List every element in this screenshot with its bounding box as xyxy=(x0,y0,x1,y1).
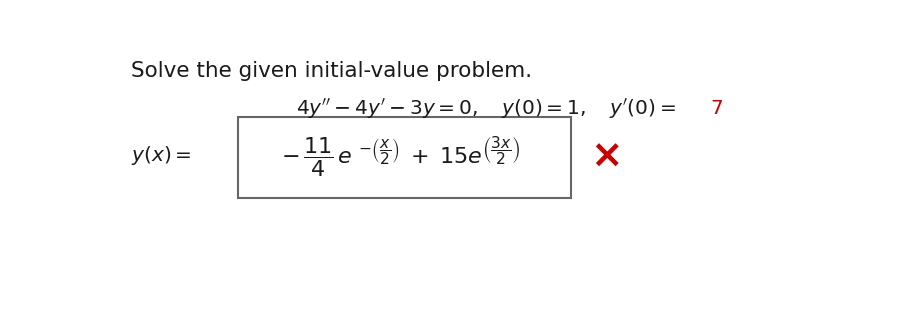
Text: $4y'' - 4y' - 3y = 0, \quad y(0) = 1, \quad y'(0) = $: $4y'' - 4y' - 3y = 0, \quad y(0) = 1, \q… xyxy=(296,97,675,121)
Text: $y(x) =$: $y(x) =$ xyxy=(131,145,191,168)
Bar xyxy=(238,117,571,198)
Text: $\mathbf{\times}$: $\mathbf{\times}$ xyxy=(591,137,620,175)
Text: Solve the given initial-value problem.: Solve the given initial-value problem. xyxy=(131,61,532,81)
Text: $-\,\dfrac{11}{4}\,e^{\,-\!\left(\dfrac{x}{2}\right)}\;+\;15e^{\left(\dfrac{3x}{: $-\,\dfrac{11}{4}\,e^{\,-\!\left(\dfrac{… xyxy=(281,135,521,180)
Text: $7$: $7$ xyxy=(711,99,723,119)
